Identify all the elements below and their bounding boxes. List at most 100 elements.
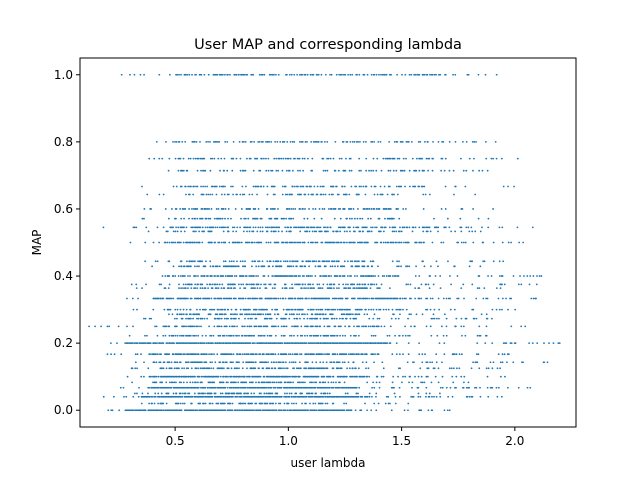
data-point: [337, 297, 340, 300]
data-point: [347, 361, 350, 364]
data-point: [158, 283, 161, 286]
data-point: [339, 325, 342, 328]
data-point: [446, 217, 449, 220]
data-point: [526, 386, 529, 389]
data-point: [480, 313, 483, 316]
data-point: [219, 334, 222, 337]
data-point: [376, 157, 379, 160]
data-point: [147, 392, 149, 395]
data-point: [338, 283, 340, 286]
data-point: [206, 283, 209, 286]
data-point: [298, 241, 301, 244]
data-point: [318, 386, 321, 389]
data-point: [239, 169, 242, 172]
data-point: [144, 260, 146, 263]
data-point: [324, 169, 327, 172]
data-point: [187, 375, 190, 378]
data-point: [210, 308, 213, 311]
data-point: [291, 193, 293, 196]
data-point: [429, 275, 431, 277]
data-point: [174, 217, 177, 220]
data-point: [433, 317, 436, 320]
data-point: [438, 308, 441, 311]
data-point: [136, 353, 139, 356]
data-point: [246, 367, 248, 370]
data-point: [426, 226, 429, 229]
data-point: [194, 287, 197, 290]
data-point: [144, 334, 146, 337]
data-point: [419, 395, 422, 398]
data-point: [532, 297, 535, 300]
data-point: [321, 241, 324, 244]
data-point: [286, 241, 289, 244]
data-point: [424, 193, 427, 196]
data-point: [332, 386, 335, 389]
data-point: [271, 275, 274, 277]
data-point: [208, 325, 211, 328]
data-point: [403, 297, 406, 300]
data-point: [255, 308, 258, 311]
data-point: [228, 287, 230, 290]
data-point: [324, 308, 327, 311]
data-point: [148, 386, 151, 389]
data-point: [345, 317, 348, 320]
data-point: [323, 260, 326, 263]
data-point: [214, 241, 217, 244]
data-point: [265, 140, 267, 143]
data-point: [294, 283, 296, 286]
data-point: [388, 185, 391, 188]
data-point: [337, 409, 340, 412]
data-point: [399, 367, 401, 370]
data-point: [356, 217, 359, 220]
data-point: [367, 217, 370, 220]
data-point: [284, 409, 287, 412]
data-point: [243, 402, 245, 405]
data-point: [275, 297, 278, 300]
data-point: [463, 297, 465, 300]
data-point: [293, 317, 296, 320]
data-point: [376, 193, 379, 196]
data-point: [270, 230, 273, 233]
data-point: [168, 386, 171, 389]
data-point: [187, 367, 190, 370]
data-point: [300, 381, 303, 384]
data-point: [203, 308, 205, 311]
data-point: [355, 392, 358, 395]
data-point: [444, 226, 447, 229]
data-point: [366, 313, 369, 316]
data-point: [195, 140, 198, 143]
data-point: [327, 230, 329, 233]
data-point: [362, 230, 364, 233]
data-point: [168, 283, 171, 286]
data-point: [184, 353, 186, 356]
data-point: [155, 353, 157, 356]
data-point: [417, 392, 420, 395]
data-point: [211, 157, 214, 160]
data-point: [344, 169, 347, 172]
data-point: [377, 265, 379, 268]
data-point: [364, 283, 367, 286]
data-point: [410, 395, 413, 398]
data-point: [194, 283, 197, 286]
data-point: [123, 395, 125, 398]
data-point: [172, 334, 175, 337]
data-point: [431, 297, 434, 300]
data-point: [232, 361, 234, 364]
data-point: [499, 375, 502, 378]
data-point: [357, 367, 360, 370]
data-point: [170, 367, 173, 370]
data-point: [291, 185, 294, 188]
data-point: [423, 265, 426, 268]
data-point: [226, 297, 229, 300]
data-point: [255, 265, 258, 268]
data-point: [284, 226, 287, 229]
data-point: [223, 313, 226, 316]
data-point: [166, 230, 169, 233]
data-point: [201, 361, 203, 364]
data-point: [313, 375, 316, 378]
data-point: [291, 353, 294, 356]
data-point: [384, 73, 386, 76]
data-point: [306, 185, 309, 188]
data-point: [327, 157, 330, 160]
data-point: [309, 317, 311, 320]
